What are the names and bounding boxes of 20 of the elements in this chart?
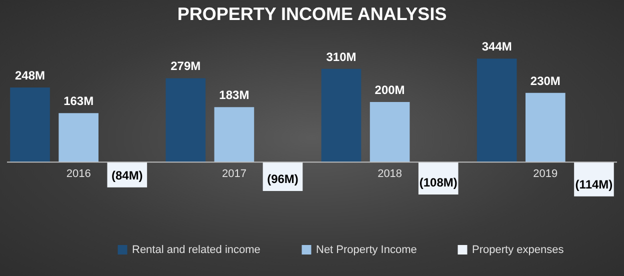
legend-label: Property expenses: [472, 244, 564, 256]
data-label: (114M): [575, 177, 613, 192]
x-tick-label: 2016: [66, 168, 91, 180]
legend-label: Net Property Income: [316, 244, 417, 256]
data-label: 200M: [374, 82, 405, 97]
x-tick-label: 2017: [222, 168, 246, 180]
x-tick-label: 2018: [378, 168, 402, 180]
data-label: (96M): [267, 172, 298, 186]
legend-label: Rental and related income: [132, 244, 260, 256]
data-label: 230M: [530, 74, 560, 88]
x-tick-label: 2019: [533, 168, 558, 180]
data-label: (84M): [111, 168, 143, 182]
data-label: (108M): [419, 176, 458, 190]
data-label: 183M: [219, 88, 250, 102]
data-label: 248M: [15, 68, 46, 83]
chart-title: PROPERTY INCOME ANALYSIS: [177, 4, 447, 24]
data-label: 310M: [326, 50, 356, 64]
data-label: 279M: [170, 59, 201, 74]
data-label: 163M: [64, 94, 94, 108]
data-label: 344M: [482, 40, 512, 54]
